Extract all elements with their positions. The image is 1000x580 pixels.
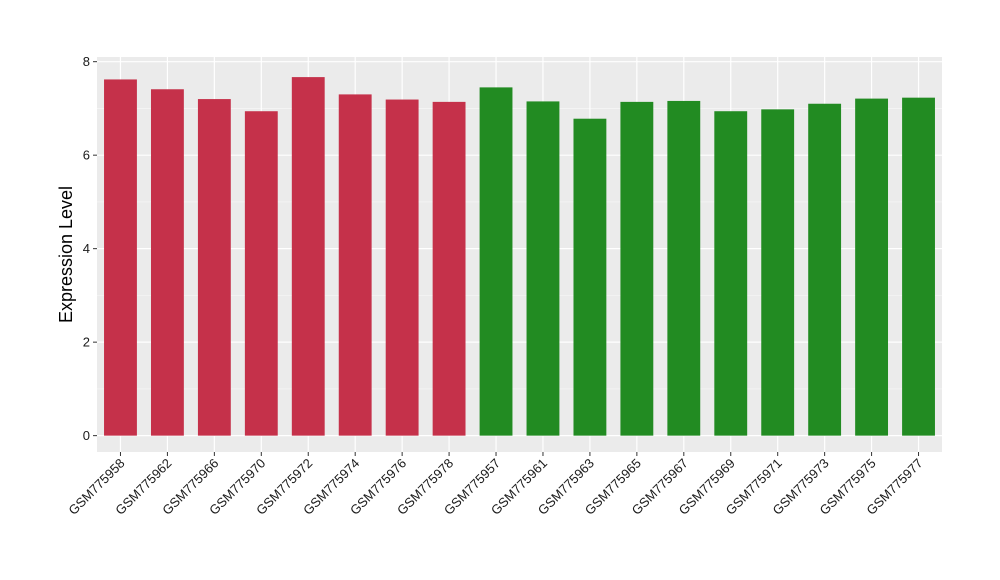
plot-panel bbox=[97, 57, 942, 452]
y-axis: 0 2 4 6 8 bbox=[83, 54, 97, 443]
y-tick-label: 6 bbox=[83, 148, 90, 163]
bars bbox=[104, 77, 935, 436]
bar-GSM775967 bbox=[667, 100, 701, 436]
bar-GSM775972 bbox=[291, 77, 325, 436]
bar-GSM775965 bbox=[620, 101, 654, 436]
bar-GSM775970 bbox=[244, 111, 278, 436]
bar-GSM775976 bbox=[385, 99, 419, 436]
bar-GSM775974 bbox=[338, 94, 372, 436]
bar-GSM775971 bbox=[761, 109, 795, 436]
bar-GSM775962 bbox=[150, 89, 184, 436]
y-tick-label: 4 bbox=[83, 241, 90, 256]
y-tick-label: 0 bbox=[83, 428, 90, 443]
bar-GSM775957 bbox=[479, 87, 513, 436]
bar-GSM775978 bbox=[432, 101, 466, 436]
bar-GSM775969 bbox=[714, 111, 748, 436]
bar-GSM775977 bbox=[902, 97, 935, 436]
bar-GSM775973 bbox=[808, 103, 842, 436]
x-axis: GSM775958GSM775962GSM775966GSM775970GSM7… bbox=[65, 452, 926, 518]
bar-GSM775975 bbox=[855, 98, 889, 436]
y-tick-label: 2 bbox=[83, 335, 90, 350]
bar-GSM775961 bbox=[526, 101, 560, 436]
bar-GSM775958 bbox=[104, 79, 137, 436]
bar-GSM775966 bbox=[197, 99, 231, 436]
bar-GSM775963 bbox=[573, 118, 607, 436]
y-axis-title: Expression Level bbox=[56, 186, 76, 323]
y-tick-label: 8 bbox=[83, 54, 90, 69]
